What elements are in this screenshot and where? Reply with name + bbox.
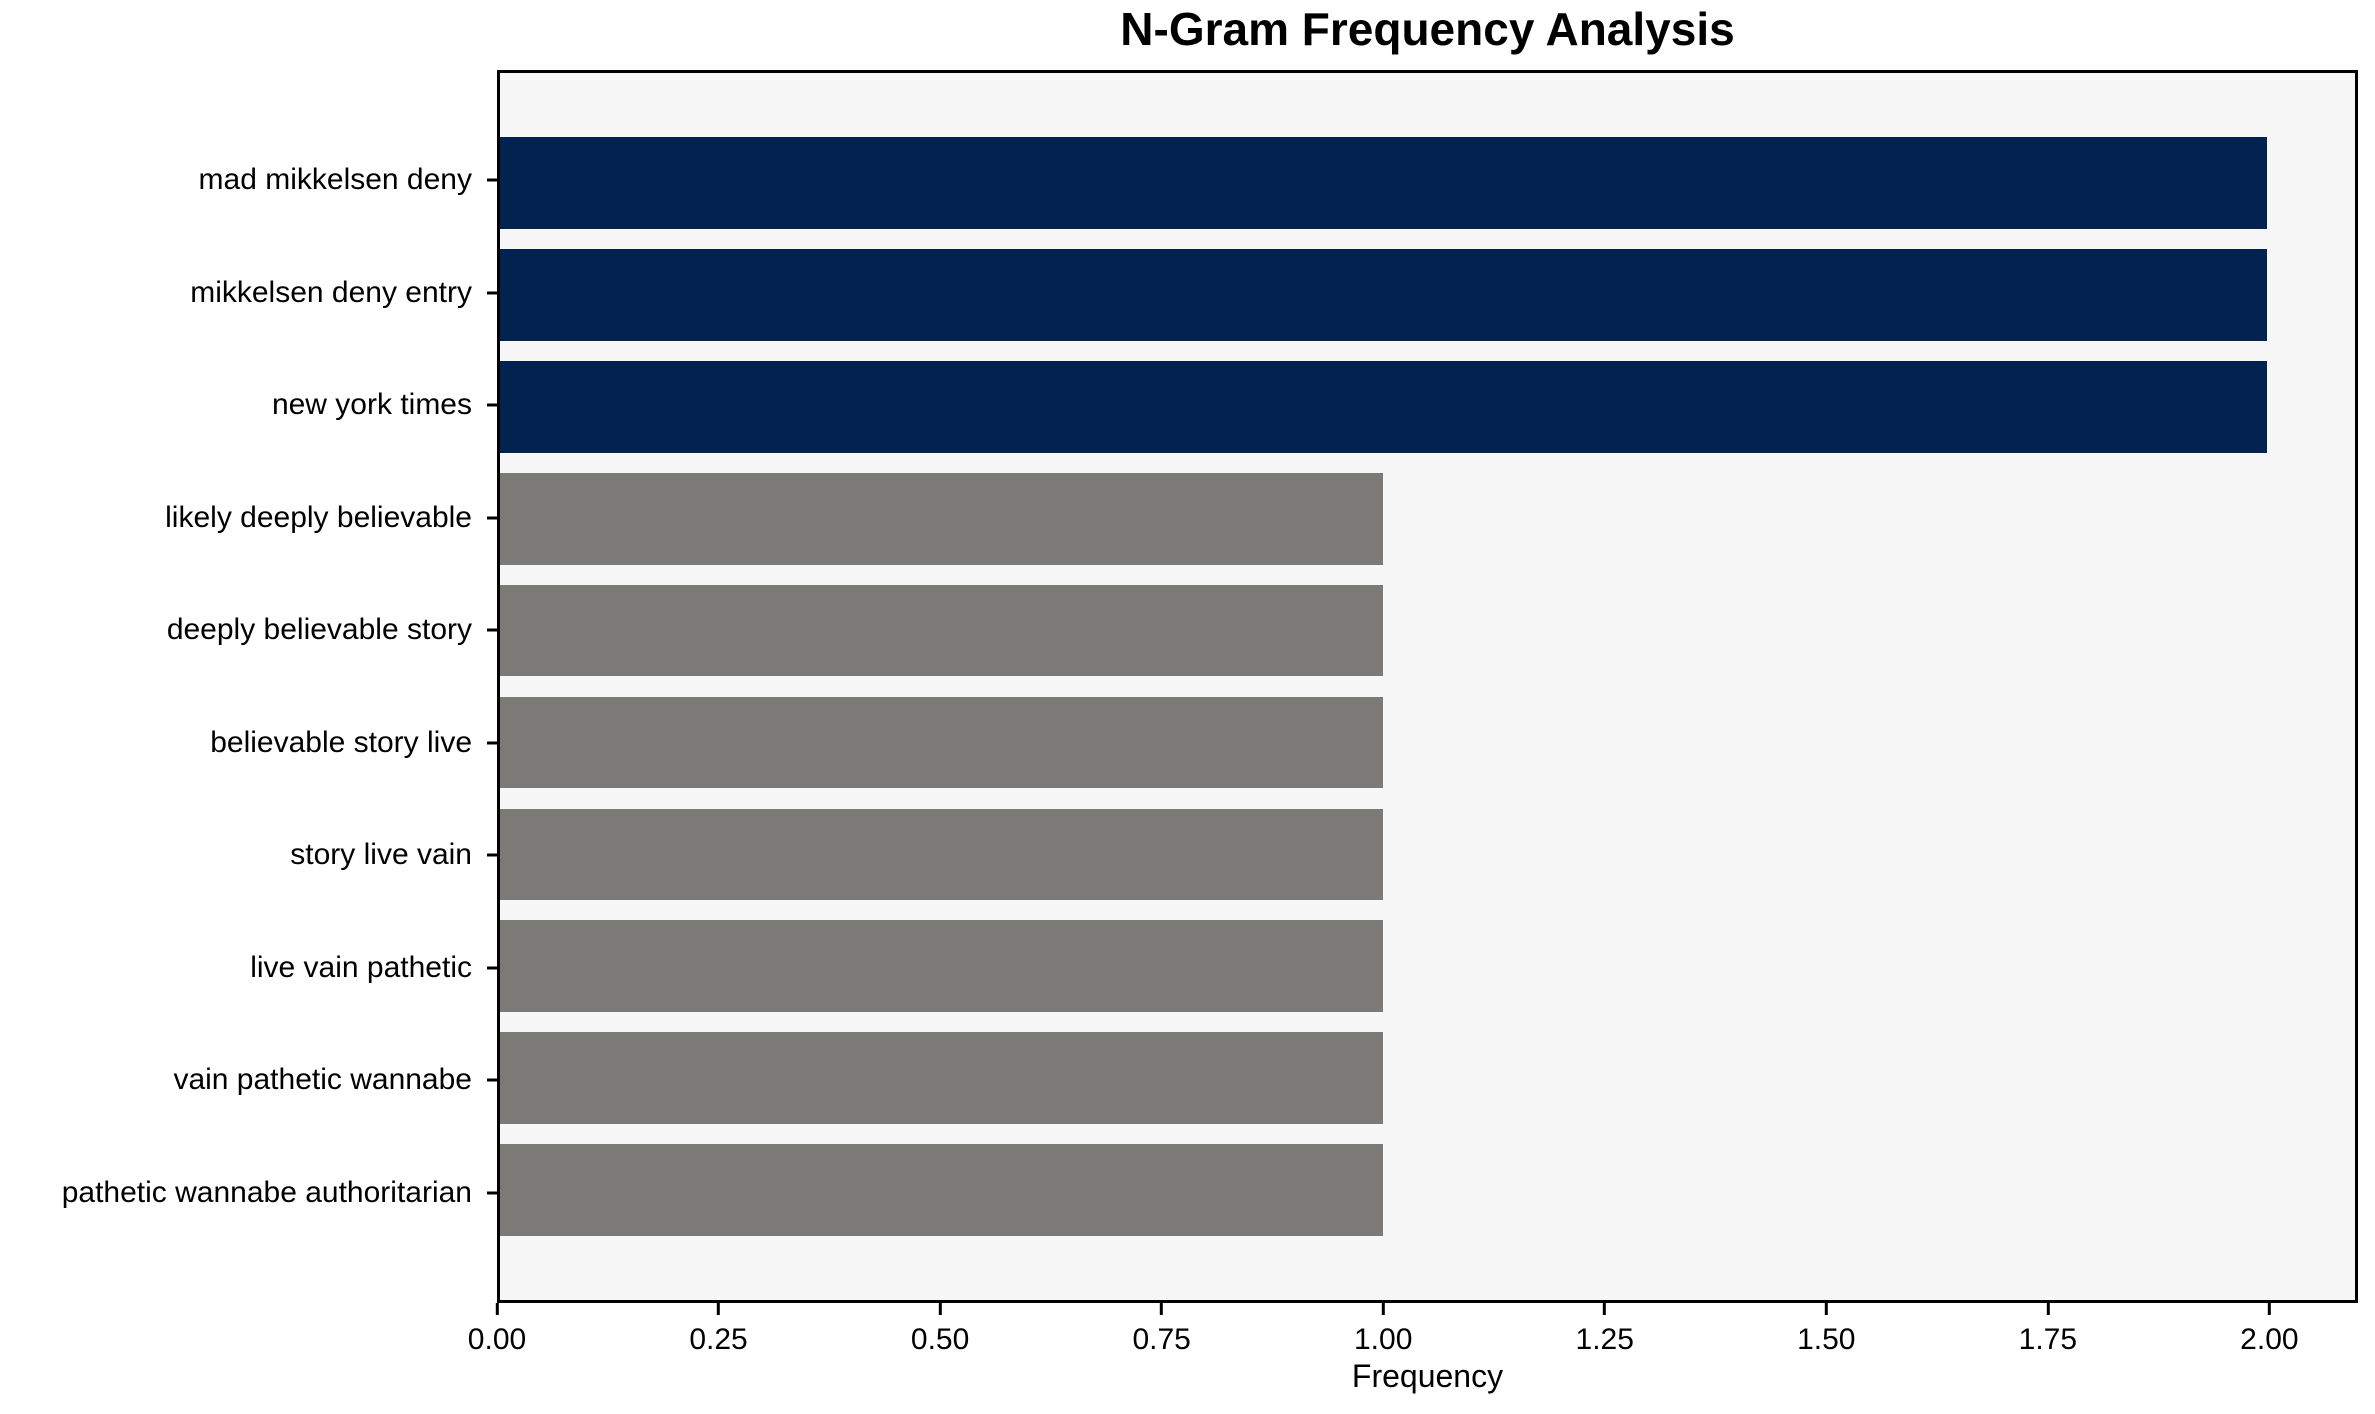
y-row: deeply believable story — [0, 574, 497, 687]
x-tick: 1.00 — [1354, 1303, 1412, 1357]
y-row: believable story live — [0, 687, 497, 800]
x-tick-label: 1.75 — [2018, 1323, 2078, 1356]
bar — [500, 696, 1384, 789]
y-tick-mark — [487, 628, 497, 632]
x-tick-mark — [1824, 1303, 1828, 1315]
y-tick-mark — [487, 1078, 497, 1082]
bar — [500, 360, 2267, 453]
x-tick: 2.00 — [2240, 1303, 2299, 1357]
x-tick: 0.75 — [1132, 1303, 1191, 1357]
y-row: mad mikkelsen deny — [0, 124, 497, 237]
x-tick-label: 0.50 — [910, 1323, 970, 1356]
x-tick-mark — [2046, 1303, 2050, 1315]
y-tick-mark — [487, 741, 497, 745]
bar-row — [500, 687, 2355, 799]
bar — [500, 808, 1384, 901]
y-tick-mark — [487, 853, 497, 857]
x-tick-label: 2.00 — [2240, 1323, 2299, 1356]
y-tick-label: believable story live — [210, 725, 472, 759]
x-tick-mark — [938, 1303, 942, 1315]
bar-row — [500, 798, 2355, 910]
bar-row — [500, 351, 2355, 463]
x-axis: 0.00 0.25 0.50 0.75 1.00 1.25 1.50 1.75 2.00 — [468, 1303, 2358, 1363]
y-tick-label: pathetic wannabe authoritarian — [61, 1175, 472, 1209]
bar — [500, 920, 1384, 1013]
y-tick-label: mad mikkelsen deny — [198, 163, 472, 197]
bar — [500, 248, 2267, 341]
y-tick-label: new york times — [271, 388, 472, 422]
x-tick-mark — [1381, 1303, 1385, 1315]
x-tick-label: 0.75 — [1132, 1323, 1191, 1356]
x-tick-mark — [1603, 1303, 1607, 1315]
y-row: live vain pathetic — [0, 912, 497, 1025]
y-tick-label: vain pathetic wannabe — [173, 1063, 472, 1097]
x-tick-mark — [495, 1303, 499, 1315]
y-tick-mark — [487, 966, 497, 970]
x-tick-mark — [717, 1303, 721, 1315]
y-row: pathetic wannabe authoritarian — [0, 1137, 497, 1250]
x-tick: 1.25 — [1576, 1303, 1634, 1357]
bar-row — [500, 127, 2355, 239]
y-row: story live vain — [0, 799, 497, 912]
bar-row — [500, 463, 2355, 575]
y-row: mikkelsen deny entry — [0, 237, 497, 350]
x-tick-label: 1.50 — [1797, 1323, 1856, 1356]
bar — [500, 1144, 1384, 1236]
bars-container — [500, 73, 2355, 1300]
y-row: vain pathetic wannabe — [0, 1024, 497, 1137]
x-tick-label: 0.25 — [689, 1323, 748, 1356]
bar — [500, 584, 1384, 677]
x-tick: 0.50 — [911, 1303, 969, 1357]
y-tick-label: mikkelsen deny entry — [190, 275, 472, 309]
y-tick-label: deeply believable story — [166, 613, 472, 647]
y-tick-label: likely deeply believable — [165, 500, 472, 534]
bar-row — [500, 1134, 2355, 1246]
y-tick-mark — [487, 516, 497, 520]
bar-row — [500, 910, 2355, 1022]
y-tick-mark — [487, 178, 497, 182]
x-tick: 1.50 — [1797, 1303, 1855, 1357]
bar — [500, 472, 1384, 565]
y-tick-mark — [487, 1191, 497, 1195]
y-tick-label: live vain pathetic — [250, 950, 472, 984]
y-row: new york times — [0, 349, 497, 462]
x-tick-mark — [2267, 1303, 2271, 1315]
y-axis: mad mikkelsen deny mikkelsen deny entry ne… — [0, 70, 497, 1303]
x-tick: 1.75 — [2019, 1303, 2077, 1357]
x-axis-title: Frequency — [1351, 1358, 1504, 1394]
bar-row — [500, 239, 2355, 351]
x-tick-mark — [1160, 1303, 1164, 1315]
y-tick-mark — [487, 291, 497, 295]
plot-area — [497, 70, 2358, 1303]
bar-row — [500, 575, 2355, 687]
y-tick-mark — [487, 403, 497, 407]
x-tick-label: 0.00 — [467, 1323, 527, 1356]
bar-row — [500, 1022, 2355, 1134]
bar — [500, 1032, 1384, 1125]
chart-title: N-Gram Frequency Analysis — [1120, 3, 1735, 55]
x-tick: 0.00 — [468, 1303, 526, 1357]
y-row: likely deeply believable — [0, 462, 497, 575]
x-tick-label: 1.25 — [1575, 1323, 1634, 1356]
y-tick-label: story live vain — [290, 838, 472, 872]
x-tick: 0.25 — [689, 1303, 748, 1357]
bar — [500, 137, 2267, 229]
x-tick-label: 1.00 — [1353, 1323, 1413, 1356]
